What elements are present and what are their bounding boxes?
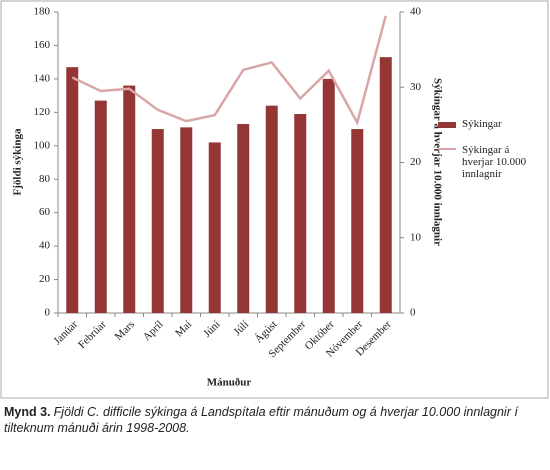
bar [294,114,307,313]
x-tick-label: Júlí [231,318,251,338]
y-tick-label: 80 [39,173,51,185]
y2-tick-label: 0 [410,307,416,319]
bar [265,105,278,314]
y-tick-label: 140 [34,72,51,84]
bar [94,100,107,313]
legend-item: Sýkingar [438,118,538,130]
caption-label: Mynd 3. [4,405,51,419]
y-tick-label: 0 [45,307,51,319]
x-tick-label: Júní [201,318,222,339]
bar [66,67,79,313]
x-tick-label: Mars [113,318,137,342]
y2-tick-label: 40 [410,6,422,18]
chart-border [0,0,549,399]
y2-tick-label: 10 [410,231,422,243]
line [71,15,387,126]
y2-axis-title: Sýkingar á hverjar 10.000 innlagnir [431,78,443,246]
bar [237,124,250,314]
legend-key [438,148,456,150]
bar [208,142,221,313]
y2-tick-label: 20 [410,156,422,168]
legend-label: Sýkingar á hverjar 10.000 innlagnir [462,144,527,180]
bar [351,129,364,313]
y-tick-label: 100 [34,139,51,151]
y-tick-label: 60 [39,206,51,218]
x-tick-label: Maí [173,318,194,339]
caption: Mynd 3. Fjöldi C. difficile sýkinga á La… [4,404,544,436]
bar [322,78,335,313]
y-tick-label: 180 [34,6,51,18]
y-axis-title: Fjöldi sýkinga [12,128,24,195]
caption-text: Fjöldi C. difficile sýkinga á Landspítal… [4,405,518,435]
bar [123,85,136,313]
legend-key [438,122,456,128]
bar [379,57,392,314]
y-tick-label: 160 [34,39,51,51]
y2-tick-label: 30 [410,81,422,93]
y-tick-label: 40 [39,240,51,252]
y-tick-label: 120 [34,106,51,118]
chart: Fjöldi sýkinga Sýkingar á hverjar 10.000… [0,0,549,399]
legend: Sýkingar Sýkingar á hverjar 10.000 innlag… [438,118,538,194]
x-axis-title: Mánuður [207,377,252,389]
x-tick-label: Febrúar [76,318,109,351]
legend-label: Sýkingar [462,118,502,130]
legend-item: Sýkingar á hverjar 10.000 innlagnir [438,144,538,180]
x-tick-label: Apríl [141,318,166,343]
bar [180,127,193,313]
bar [151,129,164,313]
y-tick-label: 20 [39,273,51,285]
